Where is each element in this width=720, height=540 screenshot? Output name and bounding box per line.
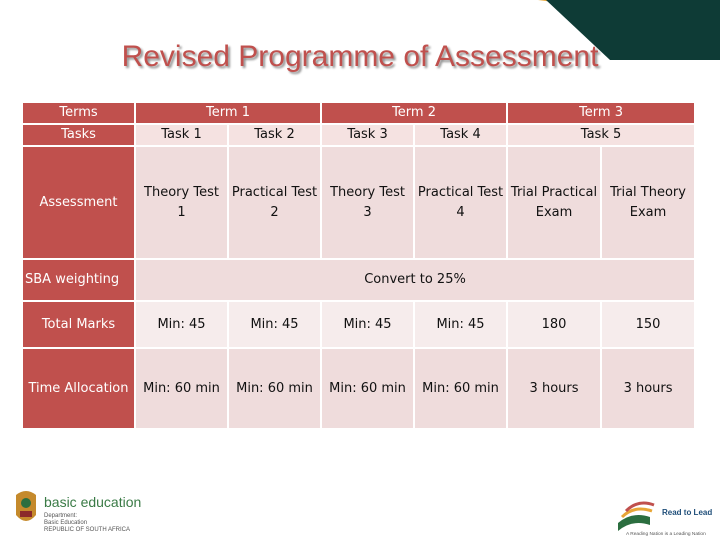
assessment-cell: Theory Test 3	[320, 145, 416, 260]
time-allocation-cell: Min: 60 min	[413, 347, 509, 430]
table-row-assessment: Assessment Theory Test 1 Practical Test …	[21, 145, 697, 260]
term-1-header: Term 1	[133, 101, 323, 125]
total-marks-label: Total Marks	[21, 300, 136, 349]
logo-line-department: Department:	[44, 513, 77, 519]
task-4-header: Task 4	[413, 123, 509, 147]
time-allocation-label: Time Allocation	[21, 347, 136, 430]
total-marks-cell: Min: 45	[134, 300, 229, 349]
term-3-header: Term 3	[506, 101, 697, 125]
total-marks-cell: Min: 45	[413, 300, 509, 349]
table-row-time-allocation: Time Allocation Min: 60 min Min: 60 min …	[21, 347, 697, 430]
time-allocation-cell: 3 hours	[600, 347, 697, 430]
coat-of-arms-icon	[16, 491, 36, 521]
table-row-sba: SBA weighting Convert to 25%	[21, 258, 697, 302]
sba-weighting-value: Convert to 25%	[133, 258, 697, 302]
total-marks-cell: Min: 45	[226, 300, 323, 349]
term-2-header: Term 2	[320, 101, 509, 125]
basic-education-logo: basic education Department: Basic Educat…	[16, 491, 141, 533]
read-to-lead-title: Read to Lead	[662, 508, 712, 517]
logo-line-republic: REPUBLIC OF SOUTH AFRICA	[44, 527, 130, 533]
total-marks-cell: 180	[506, 300, 603, 349]
assessment-cell: Practical Test 2	[226, 145, 323, 260]
total-marks-cell: 150	[600, 300, 697, 349]
read-to-lead-logo: Read to Lead A Reading Nation is a Leadi…	[618, 501, 712, 537]
read-to-lead-tagline: A Reading Nation is a Leading Nation	[626, 531, 706, 537]
page-title: Revised Programme of Assessment	[121, 40, 599, 73]
task-3-header: Task 3	[320, 123, 416, 147]
sba-weighting-label: SBA weighting	[21, 258, 136, 302]
task-2-header: Task 2	[226, 123, 323, 147]
tasks-label: Tasks	[21, 123, 136, 147]
time-allocation-cell: Min: 60 min	[320, 347, 416, 430]
table-row-terms: Terms Term 1 Term 2 Term 3	[21, 101, 697, 125]
task-5-header: Task 5	[506, 123, 697, 147]
time-allocation-cell: Min: 60 min	[226, 347, 323, 430]
assessment-cell: Theory Test 1	[134, 145, 229, 260]
book-icon	[618, 501, 655, 531]
corner-decoration	[538, 0, 720, 60]
assessment-cell: Trial Practical Exam	[506, 145, 603, 260]
table-row-total-marks: Total Marks Min: 45 Min: 45 Min: 45 Min:…	[21, 300, 697, 349]
table-row-tasks: Tasks Task 1 Task 2 Task 3 Task 4 Task 5	[21, 123, 697, 147]
time-allocation-cell: Min: 60 min	[134, 347, 229, 430]
task-1-header: Task 1	[134, 123, 229, 147]
total-marks-cell: Min: 45	[320, 300, 416, 349]
assessment-table: Terms Term 1 Term 2 Term 3 Tasks Task 1 …	[21, 101, 697, 430]
assessment-cell: Practical Test 4	[413, 145, 509, 260]
terms-label: Terms	[21, 101, 136, 125]
assessment-cell: Trial Theory Exam	[600, 145, 697, 260]
assessment-label: Assessment	[21, 145, 136, 260]
logo-title: basic education	[44, 494, 141, 510]
time-allocation-cell: 3 hours	[506, 347, 603, 430]
logo-line-basic-education: Basic Education	[44, 520, 87, 526]
